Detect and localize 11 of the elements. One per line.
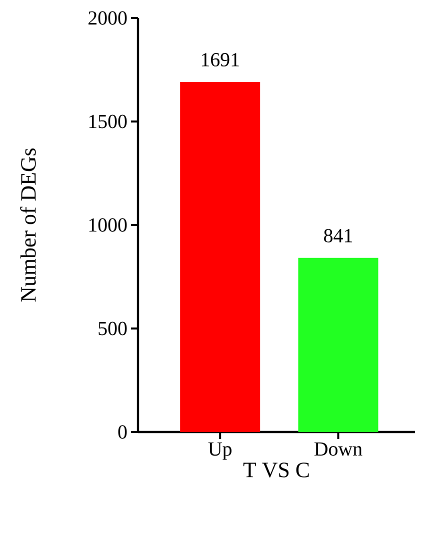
data-label: 841 [324,228,352,242]
y-tick-label: 1000 [89,218,127,232]
y-tick-label: 1500 [89,114,127,128]
x-tick-label: Up [208,442,232,460]
y-tick-label: 0 [118,425,127,439]
x-axis-title: T VS C [243,462,309,478]
x-tick-label: Down [314,442,362,456]
y-axis-title: Number of DEGs [20,148,36,302]
y-tick-label: 2000 [88,11,127,25]
y-tick-label: 500 [98,322,127,336]
data-label: 1691 [202,53,239,66]
